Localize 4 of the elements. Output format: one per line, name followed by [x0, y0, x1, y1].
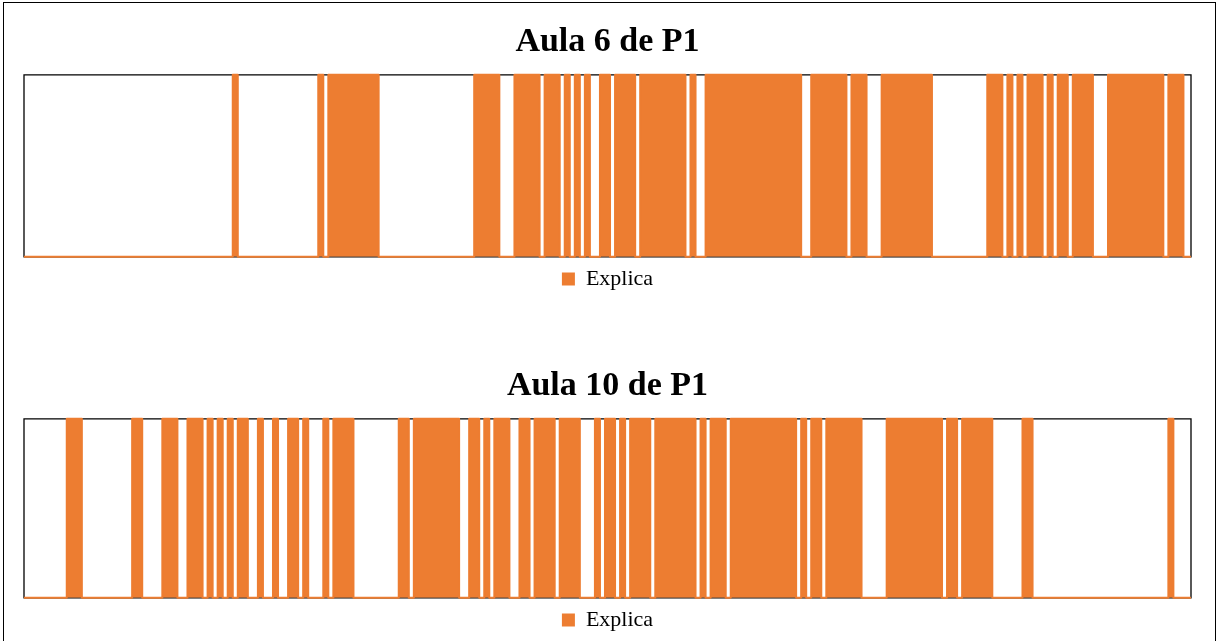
- legend-label: Explica: [585, 264, 654, 290]
- legend-label: Explica: [585, 605, 654, 631]
- chart-title: Aula 10 de P1: [506, 365, 709, 403]
- chart-title: Aula 6 de P1: [515, 21, 700, 59]
